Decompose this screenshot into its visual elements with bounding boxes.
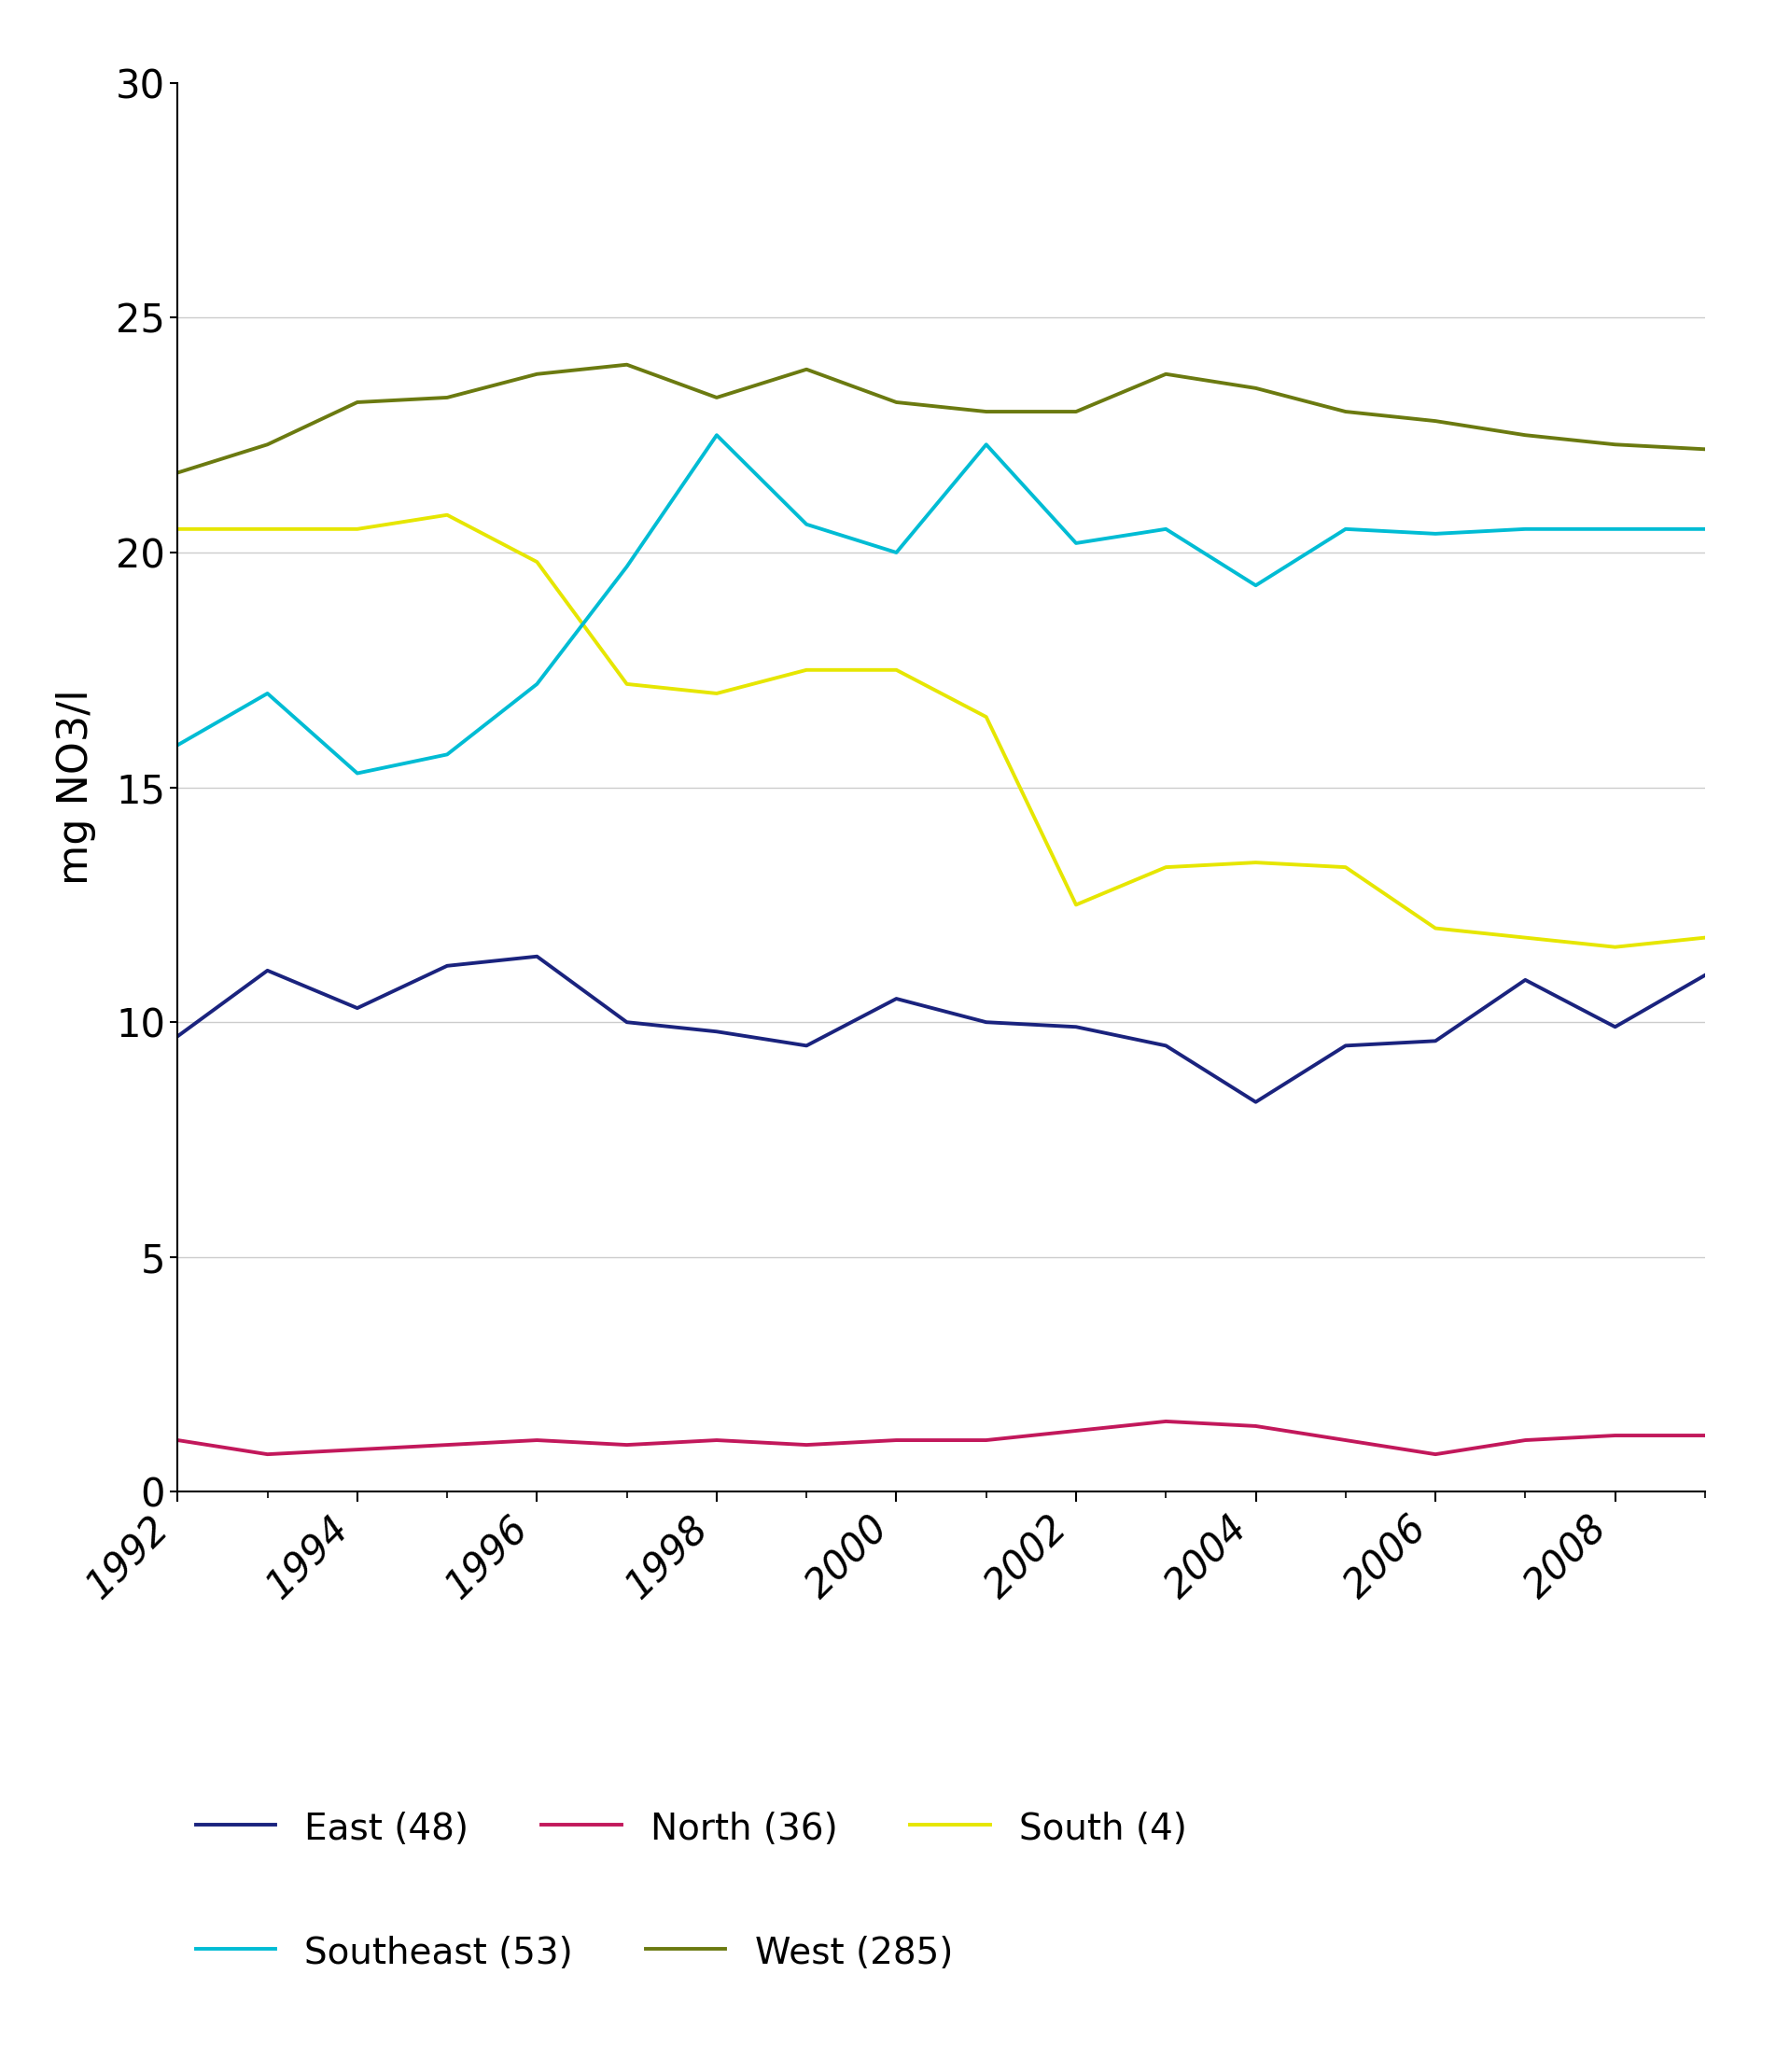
East (48) — [1245, 1090, 1266, 1115]
South (4) — [616, 671, 638, 696]
East (48) — [526, 945, 547, 970]
Line: West (285): West (285) — [178, 365, 1705, 472]
West (285) — [886, 390, 908, 414]
Southeast (53) — [1424, 522, 1446, 547]
North (36) — [796, 1432, 817, 1457]
South (4) — [1066, 893, 1087, 918]
East (48) — [346, 997, 368, 1021]
Southeast (53) — [707, 423, 728, 448]
Southeast (53) — [258, 682, 279, 707]
West (285) — [616, 352, 638, 377]
Legend: Southeast (53), West (285): Southeast (53), West (285) — [195, 1935, 954, 1970]
South (4) — [1694, 926, 1716, 951]
Southeast (53) — [346, 760, 368, 785]
West (285) — [796, 356, 817, 381]
West (285) — [1245, 375, 1266, 400]
West (285) — [1154, 363, 1176, 387]
South (4) — [1245, 850, 1266, 874]
Southeast (53) — [437, 742, 458, 767]
Southeast (53) — [616, 553, 638, 578]
Line: North (36): North (36) — [178, 1421, 1705, 1455]
West (285) — [437, 385, 458, 410]
North (36) — [1515, 1428, 1536, 1452]
East (48) — [1424, 1028, 1446, 1053]
East (48) — [1066, 1015, 1087, 1040]
South (4) — [167, 516, 188, 541]
North (36) — [437, 1432, 458, 1457]
West (285) — [1066, 400, 1087, 425]
North (36) — [1424, 1442, 1446, 1467]
East (48) — [1336, 1034, 1357, 1059]
Southeast (53) — [1154, 516, 1176, 541]
North (36) — [346, 1438, 368, 1463]
North (36) — [975, 1428, 996, 1452]
North (36) — [526, 1428, 547, 1452]
East (48) — [796, 1034, 817, 1059]
West (285) — [258, 433, 279, 458]
South (4) — [437, 503, 458, 528]
East (48) — [616, 1009, 638, 1034]
West (285) — [1515, 423, 1536, 448]
Line: South (4): South (4) — [178, 516, 1705, 947]
North (36) — [1154, 1409, 1176, 1434]
North (36) — [707, 1428, 728, 1452]
Southeast (53) — [796, 512, 817, 537]
North (36) — [1245, 1413, 1266, 1438]
East (48) — [975, 1009, 996, 1034]
Line: East (48): East (48) — [178, 957, 1705, 1102]
Southeast (53) — [1336, 516, 1357, 541]
West (285) — [167, 460, 188, 485]
West (285) — [526, 363, 547, 387]
North (36) — [886, 1428, 908, 1452]
South (4) — [886, 657, 908, 682]
South (4) — [526, 549, 547, 574]
South (4) — [1604, 934, 1625, 959]
South (4) — [1515, 926, 1536, 951]
North (36) — [167, 1428, 188, 1452]
West (285) — [1424, 408, 1446, 433]
Southeast (53) — [1604, 516, 1625, 541]
West (285) — [1694, 437, 1716, 462]
East (48) — [1694, 963, 1716, 988]
South (4) — [1336, 856, 1357, 881]
East (48) — [707, 1019, 728, 1044]
West (285) — [346, 390, 368, 414]
Line: Southeast (53): Southeast (53) — [178, 435, 1705, 773]
Y-axis label: mg NO3/l: mg NO3/l — [57, 690, 96, 885]
East (48) — [258, 957, 279, 982]
East (48) — [1515, 968, 1536, 992]
Southeast (53) — [1245, 574, 1266, 599]
South (4) — [707, 682, 728, 707]
West (285) — [707, 385, 728, 410]
Southeast (53) — [975, 433, 996, 458]
West (285) — [975, 400, 996, 425]
Southeast (53) — [1694, 516, 1716, 541]
North (36) — [258, 1442, 279, 1467]
North (36) — [1604, 1423, 1625, 1448]
Southeast (53) — [167, 733, 188, 758]
West (285) — [1604, 433, 1625, 458]
North (36) — [616, 1432, 638, 1457]
South (4) — [346, 516, 368, 541]
South (4) — [1154, 856, 1176, 881]
West (285) — [1336, 400, 1357, 425]
East (48) — [167, 1024, 188, 1048]
Southeast (53) — [526, 671, 547, 696]
Southeast (53) — [886, 541, 908, 566]
South (4) — [258, 516, 279, 541]
Southeast (53) — [1066, 530, 1087, 555]
Southeast (53) — [1515, 516, 1536, 541]
North (36) — [1066, 1419, 1087, 1444]
East (48) — [1154, 1034, 1176, 1059]
South (4) — [796, 657, 817, 682]
East (48) — [886, 986, 908, 1011]
North (36) — [1336, 1428, 1357, 1452]
Legend: East (48), North (36), South (4): East (48), North (36), South (4) — [195, 1811, 1186, 1846]
East (48) — [1604, 1015, 1625, 1040]
South (4) — [1424, 916, 1446, 941]
North (36) — [1694, 1423, 1716, 1448]
South (4) — [975, 704, 996, 729]
East (48) — [437, 953, 458, 978]
